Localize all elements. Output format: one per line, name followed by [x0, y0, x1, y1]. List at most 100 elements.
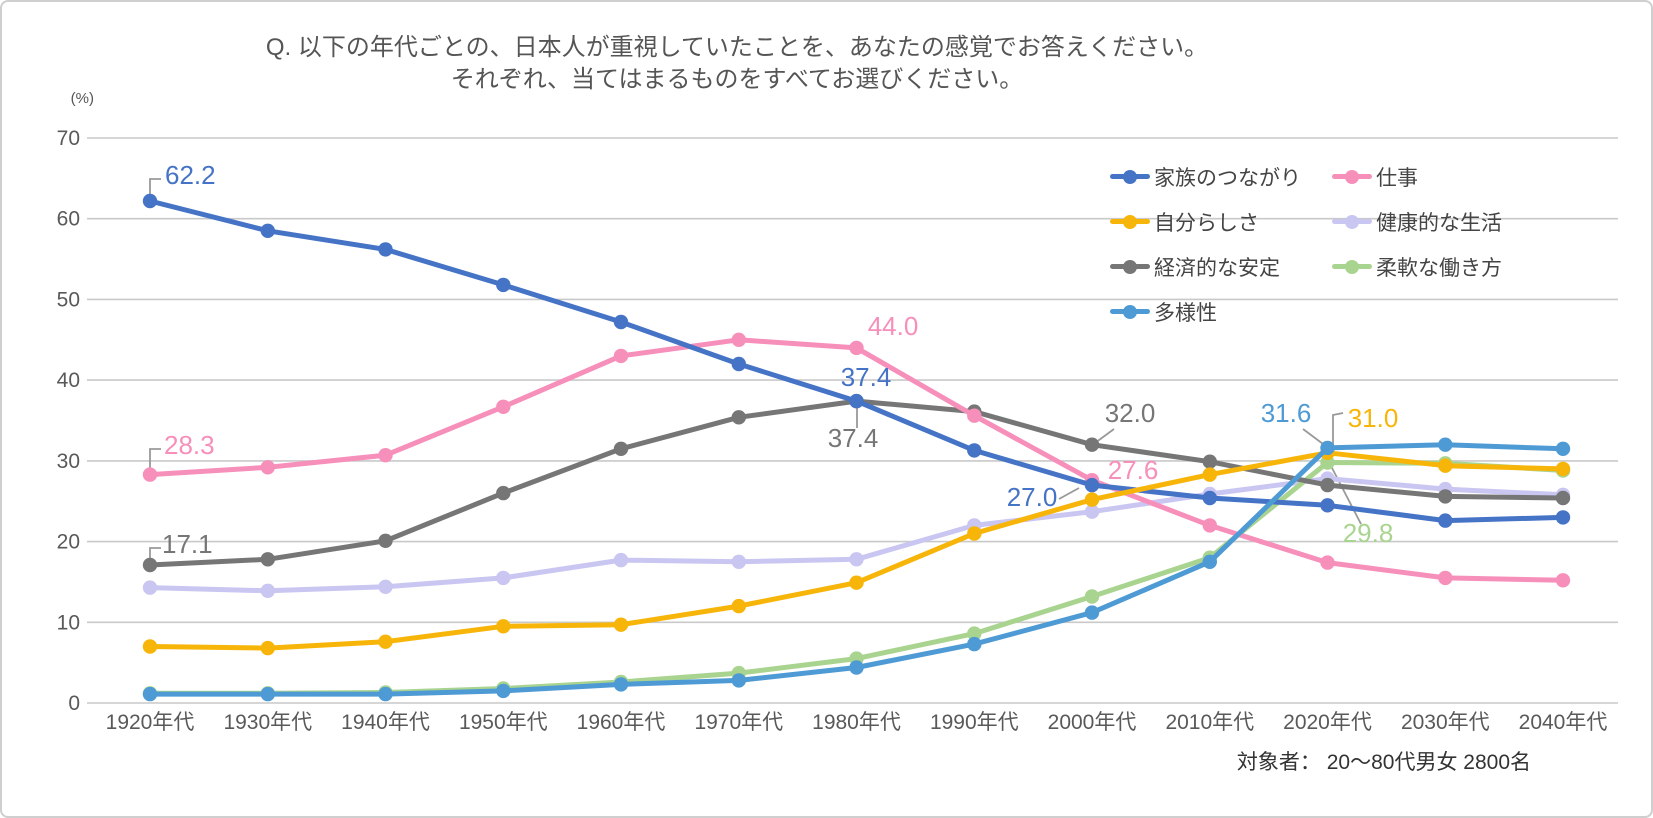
- legend-label-being-oneself: 自分らしさ: [1154, 211, 1259, 235]
- y-tick-label: 10: [57, 611, 80, 634]
- data-point-diversity-2020年代: [1320, 440, 1335, 456]
- annotation-family-ties-62.2: 62.2: [165, 160, 216, 190]
- data-point-family-ties-1930年代: [260, 223, 275, 238]
- data-point-flexible-work-2000年代: [1084, 589, 1100, 604]
- data-point-being-oneself-1930年代: [260, 640, 275, 656]
- data-point-healthy-living-2000年代: [1084, 504, 1100, 519]
- data-point-flexible-work-1990年代: [967, 626, 982, 641]
- y-tick-label: 60: [57, 208, 80, 231]
- data-point-work-2040年代: [1555, 573, 1571, 588]
- data-point-being-oneself-2010年代: [1202, 467, 1218, 482]
- data-point-diversity-1980年代: [849, 660, 864, 675]
- data-point-family-ties-1990年代: [967, 443, 982, 458]
- data-point-healthy-living-1920年代: [142, 580, 158, 595]
- data-point-work-1920年代: [142, 467, 158, 482]
- data-point-family-ties-1950年代: [496, 277, 511, 293]
- data-point-work-1990年代: [967, 408, 982, 423]
- data-point-economic-stability-2020年代: [1320, 477, 1335, 493]
- annotation-connector: [1330, 465, 1362, 525]
- data-point-economic-stability-2040年代: [1555, 490, 1571, 506]
- x-tick-label: 1920年代: [106, 711, 195, 734]
- data-point-diversity-2000年代: [1084, 605, 1100, 620]
- data-point-diversity-1970年代: [731, 673, 746, 688]
- data-point-being-oneself-1920年代: [142, 639, 158, 654]
- y-tick-label: 40: [57, 369, 80, 392]
- data-point-healthy-living-1950年代: [496, 570, 511, 586]
- data-point-work-1980年代: [849, 340, 864, 356]
- annotation-connector: [1094, 428, 1115, 444]
- annotation-connector: [1302, 428, 1324, 445]
- data-point-economic-stability-1970年代: [731, 410, 746, 425]
- data-point-economic-stability-1930年代: [260, 552, 275, 567]
- data-point-diversity-1950年代: [496, 683, 511, 699]
- data-point-healthy-living-1930年代: [260, 583, 275, 598]
- annotation-economic-stability-32.0: 32.0: [1105, 398, 1156, 428]
- legend-item-diversity: 多様性: [1110, 297, 1332, 327]
- legend-item-family-ties: 家族のつながり: [1110, 162, 1332, 192]
- data-point-diversity-2030年代: [1438, 437, 1453, 452]
- legend-label-healthy-living: 健康的な生活: [1376, 211, 1502, 235]
- data-point-being-oneself-1940年代: [378, 634, 393, 649]
- x-tick-label: 2000年代: [1048, 711, 1137, 734]
- data-point-being-oneself-2030年代: [1438, 458, 1453, 473]
- data-point-family-ties-2040年代: [1555, 510, 1571, 525]
- annotation-connector: [149, 547, 161, 562]
- data-point-diversity-1990年代: [967, 636, 982, 652]
- data-point-diversity-1920年代: [142, 686, 158, 702]
- y-tick-label: 0: [68, 692, 80, 715]
- x-tick-label: 2040年代: [1519, 711, 1608, 734]
- annotation-connector: [149, 448, 161, 472]
- legend-label-economic-stability: 経済的な安定: [1154, 256, 1280, 280]
- chart-title: Q. 以下の年代ごとの、日本人が重視していたことを、あなたの感覚でお答えください…: [2, 32, 1472, 96]
- data-point-economic-stability-2000年代: [1084, 437, 1100, 452]
- data-point-being-oneself-2000年代: [1084, 492, 1100, 507]
- annotation-family-ties-37.4: 37.4: [841, 362, 892, 392]
- data-point-being-oneself-2040年代: [1555, 461, 1571, 477]
- y-tick-label: 20: [57, 531, 80, 554]
- legend-marker-being-oneself: [1110, 214, 1150, 229]
- annotation-economic-stability-37.4: 37.4: [828, 423, 879, 453]
- data-point-diversity-1930年代: [260, 686, 275, 702]
- data-point-diversity-1940年代: [378, 686, 393, 702]
- legend-item-economic-stability: 経済的な安定: [1110, 252, 1332, 282]
- data-point-work-1940年代: [378, 448, 393, 463]
- data-point-being-oneself-1980年代: [849, 575, 864, 590]
- x-tick-label: 1980年代: [812, 711, 901, 734]
- x-tick-label: 1950年代: [459, 711, 548, 734]
- data-point-healthy-living-1980年代: [849, 552, 864, 567]
- data-point-diversity-2040年代: [1555, 441, 1571, 456]
- data-point-being-oneself-1960年代: [613, 617, 629, 632]
- annotation-work-27.6: 27.6: [1108, 455, 1159, 485]
- legend-marker-work: [1332, 169, 1372, 184]
- legend-label-flexible-work: 柔軟な働き方: [1376, 256, 1502, 280]
- data-point-family-ties-1970年代: [731, 356, 746, 372]
- legend-label-family-ties: 家族のつながり: [1154, 166, 1301, 190]
- annotation-connector: [1058, 487, 1080, 500]
- x-tick-label: 1970年代: [694, 711, 783, 734]
- y-tick-label: 70: [57, 127, 80, 150]
- data-point-family-ties-2000年代: [1084, 477, 1100, 493]
- data-point-family-ties-2020年代: [1320, 498, 1335, 513]
- data-point-diversity-1960年代: [613, 677, 629, 692]
- data-point-healthy-living-1960年代: [613, 552, 629, 568]
- data-point-family-ties-1960年代: [613, 314, 629, 330]
- data-point-economic-stability-1960年代: [613, 441, 629, 456]
- legend-marker-healthy-living: [1332, 214, 1372, 229]
- x-tick-label: 1940年代: [341, 711, 430, 734]
- data-point-diversity-2010年代: [1202, 554, 1218, 569]
- x-tick-label: 2030年代: [1401, 711, 1490, 734]
- x-tick-label: 1960年代: [577, 711, 666, 734]
- chart-title-line2: それぞれ、当てはまるものをすべてお選びください。: [450, 66, 1024, 93]
- annotation-work-28.3: 28.3: [164, 430, 215, 460]
- data-point-work-1970年代: [731, 332, 746, 347]
- legend-marker-family-ties: [1110, 169, 1150, 184]
- data-point-work-2030年代: [1438, 570, 1453, 586]
- legend-marker-flexible-work: [1332, 259, 1372, 274]
- data-point-healthy-living-1970年代: [731, 554, 746, 569]
- legend-label-work: 仕事: [1376, 166, 1418, 190]
- x-tick-label: 1930年代: [223, 711, 312, 734]
- data-point-economic-stability-1940年代: [378, 533, 393, 548]
- annotation-being-oneself-31.0: 31.0: [1348, 403, 1399, 433]
- data-point-family-ties-2030年代: [1438, 513, 1453, 528]
- data-point-economic-stability-1920年代: [142, 557, 158, 573]
